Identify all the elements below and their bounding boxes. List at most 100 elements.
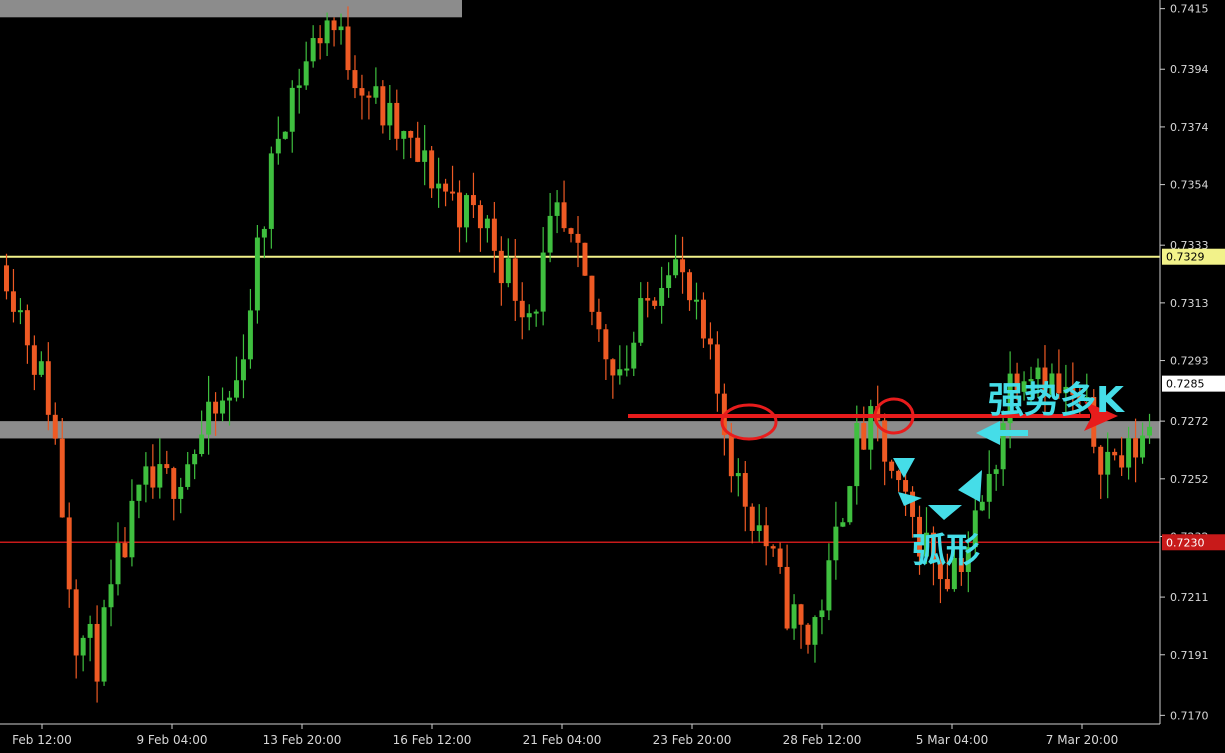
bull-candle-body — [143, 466, 149, 485]
bull-candle-body — [847, 486, 853, 523]
y-tick-label: 0.7272 — [1170, 415, 1209, 428]
bull-candle-body — [1140, 435, 1146, 458]
bull-candle-body — [289, 87, 295, 132]
bull-candle-body — [192, 454, 198, 465]
annotations: 强势多K 弧形 — [628, 380, 1125, 571]
highlight-circle — [873, 397, 915, 435]
bear-candle-body — [366, 95, 372, 98]
bear-candle-body — [4, 265, 9, 292]
bull-candle-body — [1007, 373, 1013, 424]
bull-candle-body — [129, 500, 135, 558]
bear-candle-body — [31, 345, 37, 375]
bear-candle-body — [1119, 455, 1125, 468]
bear-candle-body — [73, 589, 79, 656]
bear-candle-body — [714, 344, 720, 394]
bear-candle-body — [652, 300, 658, 306]
bear-candle-body — [1042, 367, 1048, 395]
bear-candle-body — [317, 38, 323, 44]
bear-candle-body — [903, 480, 909, 492]
candles — [4, 6, 1152, 703]
bear-candle-body — [1077, 394, 1083, 399]
bull-candle-body — [1147, 426, 1152, 436]
bear-candle-body — [59, 438, 65, 518]
bull-candle-body — [87, 623, 93, 638]
bull-candle-body — [310, 38, 316, 62]
bull-candle-body — [464, 195, 469, 228]
bear-candle-body — [359, 88, 365, 96]
bear-candle-body — [645, 298, 651, 301]
bull-candle-body — [833, 526, 839, 561]
price-tag-box — [1162, 375, 1225, 392]
bull-candle-body — [436, 183, 442, 189]
breakout-arrow-head — [1084, 401, 1118, 431]
bear-candle-body — [777, 548, 783, 567]
bear-candle-body — [568, 228, 574, 234]
level-lines — [0, 255, 1160, 544]
y-tick-label: 0.7170 — [1170, 709, 1209, 722]
bear-candle-body — [408, 131, 414, 138]
x-tick-label: 28 Feb 12:00 — [783, 733, 862, 747]
bull-candle-body — [979, 501, 985, 511]
bear-candle-body — [958, 557, 964, 572]
x-tick-label: 7 Mar 20:00 — [1046, 733, 1119, 747]
bear-candle-body — [763, 525, 769, 547]
cyan-arrowhead — [958, 470, 982, 502]
bear-candle-body — [575, 233, 581, 243]
bear-candle-body — [470, 195, 476, 206]
bull-candle-body — [986, 473, 992, 502]
bull-candle-body — [282, 131, 288, 139]
bull-candle-body — [540, 252, 546, 312]
bull-candle-body — [631, 342, 637, 369]
bull-candle-body — [659, 288, 665, 306]
bear-candle-body — [150, 466, 156, 488]
bull-candle-body — [826, 560, 832, 611]
bull-candle-body — [101, 607, 107, 682]
bear-candle-body — [798, 604, 804, 625]
bull-candle-body — [178, 486, 184, 499]
bear-candle-body — [213, 401, 219, 414]
bull-candle-body — [533, 311, 539, 314]
bear-candle-body — [707, 338, 713, 345]
price-tags: 0.7329 0.7285 0.7230 — [1162, 248, 1225, 551]
bull-candle-body — [1126, 438, 1132, 468]
cyan-arrowhead — [928, 505, 962, 520]
bear-candle-body — [687, 272, 692, 301]
bear-candle-body — [519, 300, 525, 318]
bear-candle-body — [805, 624, 811, 645]
bull-candle-body — [422, 150, 428, 162]
bull-candle-body — [206, 401, 212, 435]
cyan-arrow-left — [976, 421, 1000, 445]
bull-candle-body — [401, 131, 407, 139]
bear-candle-body — [512, 258, 518, 301]
bull-candle-body — [227, 397, 232, 401]
bull-candle-body — [199, 434, 205, 455]
bull-candle-body — [1049, 373, 1055, 395]
bull-candle-body — [694, 299, 699, 302]
bull-candle-body — [1105, 451, 1111, 475]
y-tick-label: 0.7374 — [1170, 121, 1209, 134]
bear-candle-body — [24, 310, 30, 346]
y-tick-label: 0.7211 — [1170, 591, 1209, 604]
bull-candle-body — [80, 637, 86, 656]
bull-candle-body — [965, 547, 971, 572]
bull-candle-body — [240, 359, 246, 381]
bear-candle-body — [498, 250, 504, 284]
bear-candle-body — [491, 218, 497, 251]
bear-candle-body — [457, 192, 462, 228]
bear-candle-body — [1112, 451, 1118, 456]
bear-candle-body — [45, 361, 51, 415]
bull-candle-body — [951, 557, 957, 590]
axes — [0, 0, 1161, 725]
price-tag-label: 0.7230 — [1166, 536, 1205, 549]
bear-candle-body — [910, 491, 916, 517]
y-tick-label: 0.7293 — [1170, 355, 1209, 368]
bear-candle-body — [749, 506, 755, 531]
bull-candle-body — [185, 464, 191, 487]
bear-candle-body — [443, 183, 449, 192]
bull-candle-body — [254, 237, 260, 311]
x-ticks: Feb 12:00 9 Feb 04:00 13 Feb 20:00 16 Feb 1… — [12, 724, 1118, 747]
bull-candle-body — [526, 313, 532, 318]
bull-candle-body — [484, 218, 490, 229]
